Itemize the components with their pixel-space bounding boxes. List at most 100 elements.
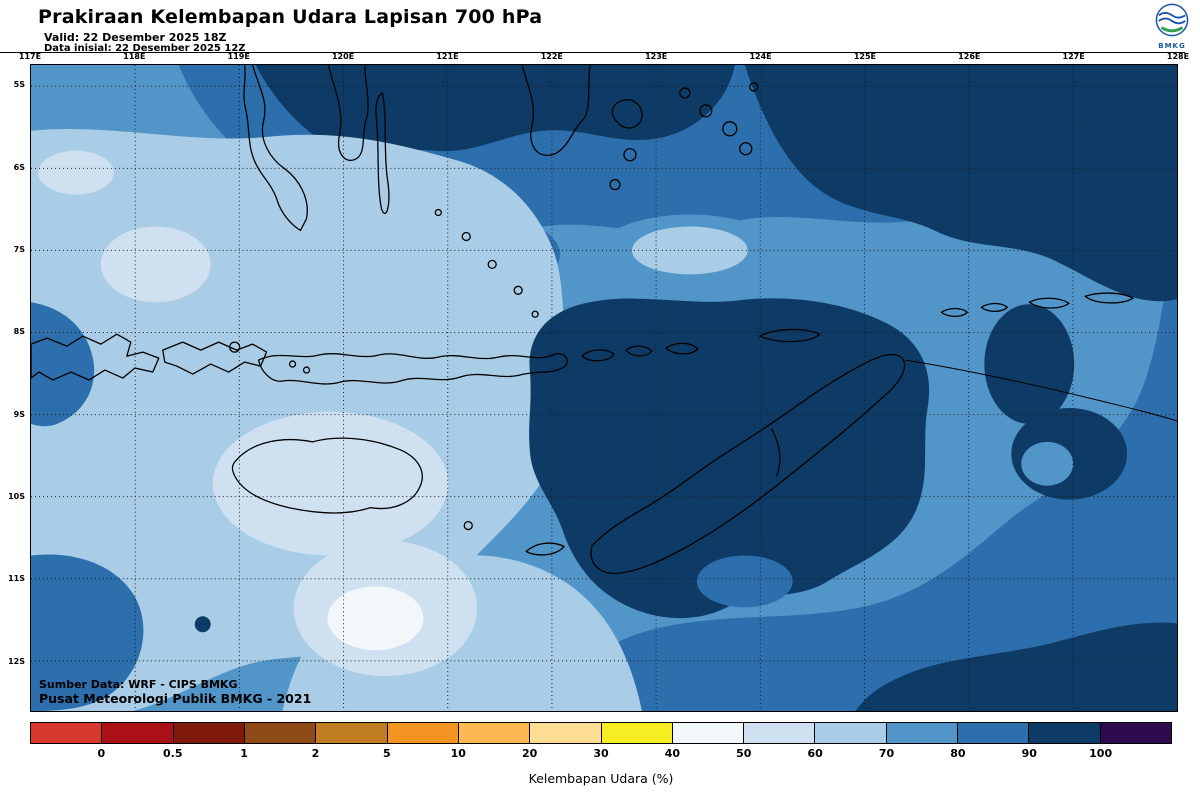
map-panel: Sumber Data: WRF - CIPS BMKG Pusat Meteo…: [30, 64, 1178, 712]
colorbar-tick-label: 90: [1021, 747, 1037, 760]
longitude-label: 128E: [1166, 52, 1190, 61]
colorbar-segment: [173, 723, 245, 743]
latitude-label: 8S: [13, 327, 25, 337]
colorbar-segment: [815, 723, 887, 743]
colorbar-tick-label: 0: [97, 747, 106, 760]
longitude-label: 119E: [227, 52, 250, 61]
longitude-label: 127E: [1062, 52, 1085, 61]
longitude-label: 118E: [123, 52, 146, 61]
colorbar-tick-label: 40: [664, 747, 681, 760]
coast-wetar: [759, 328, 821, 343]
latitude-label: 10S: [8, 492, 25, 501]
humidity-region: [212, 411, 449, 556]
longitude-label: 117E: [18, 52, 42, 61]
longitude-axis: 117E 118E 119E 120E 121E 122E 123E 124E 125E 126E…: [19, 52, 1189, 63]
colorbar-segment: [886, 723, 959, 743]
coast-rote: [525, 542, 565, 556]
coast-buton: [521, 65, 591, 157]
humidity-region: [554, 204, 1177, 711]
coast-island-small: [434, 208, 442, 217]
coast-leti: [940, 307, 969, 317]
colorbar-tick-label: 30: [593, 747, 609, 760]
colorbar-segment: [958, 723, 1030, 743]
colorbar-segment: [601, 723, 673, 743]
longitude-label: 121E: [436, 52, 459, 61]
source-line-2: Pusat Meteorologi Publik BMKG - 2021: [39, 691, 312, 706]
humidity-region: [194, 616, 211, 633]
coast-sumbawa-west: [31, 333, 160, 381]
coast-alor: [665, 342, 699, 355]
colorbar-caption: Kelembapan Udara (%): [528, 771, 674, 786]
coast-boundary-line: [904, 359, 1177, 422]
coast-timor: [590, 353, 906, 575]
colorbar-tick-label: 5: [383, 747, 391, 760]
humidity-region: [529, 298, 930, 619]
colorbar-segment: [31, 723, 103, 743]
coast-sulawesi-tip-2: [327, 65, 369, 161]
coast-island-small: [749, 82, 759, 92]
humidity-contour-map: [31, 65, 1177, 711]
colorbar-tick-label: 0.5: [163, 747, 183, 760]
humidity-region: [100, 226, 211, 303]
colorbar-segment: [1100, 723, 1171, 743]
humidity-region: [37, 150, 114, 195]
longitude-label: 120E: [331, 52, 355, 61]
humidity-region: [1021, 441, 1074, 486]
latitude-label: 6S: [13, 162, 25, 172]
coast-island-small: [461, 231, 471, 242]
humidity-region: [744, 65, 1177, 302]
colorbar-tick-label: 20: [521, 747, 538, 760]
coast-island-small: [623, 148, 637, 162]
humidity-region: [984, 304, 1075, 424]
latitude-label: 11S: [8, 574, 25, 584]
coast-island-small: [487, 259, 497, 270]
latitude-axis: 5S 6S 7S 8S 9S 10S 11S 12S: [0, 64, 28, 712]
header-divider: [0, 52, 1185, 53]
humidity-region: [255, 65, 735, 154]
humidity-region: [855, 622, 1177, 711]
coast-island-small: [531, 310, 539, 318]
humidity-region: [31, 554, 144, 711]
colorbar-segment: [530, 723, 602, 743]
colorbar-segment: [316, 723, 388, 743]
coast-pantar: [625, 345, 653, 357]
coast-island-small: [513, 285, 523, 295]
coast-sulawesi-tip: [243, 65, 308, 232]
init-time-label: Data inisial: 22 Desember 2025 12Z: [44, 43, 246, 54]
coast-moa: [980, 302, 1008, 313]
colorbar-tick-label: 1: [240, 747, 248, 760]
colorbar-tick-label: 60: [807, 747, 823, 760]
valid-time-label: Valid: 22 Desember 2025 18Z: [44, 31, 227, 44]
colorbar-tick-label: 50: [736, 747, 752, 760]
coast-island-small: [302, 366, 311, 374]
latitude-label: 5S: [13, 80, 25, 90]
colorbar-segment: [387, 723, 459, 743]
humidity-region: [696, 555, 793, 608]
colorbar-tick-label: 2: [311, 747, 320, 760]
colorbar-tick-label: 10: [450, 747, 466, 760]
coastlines: [31, 65, 1177, 575]
coast-island-small: [739, 142, 753, 156]
humidity-region: [1087, 298, 1148, 343]
colorbar-segment: [672, 723, 745, 743]
coast-lembata: [581, 349, 615, 362]
coast-island-small: [1084, 292, 1134, 304]
bmkg-logo-label: BMKG: [1158, 42, 1186, 50]
longitude-label: 122E: [540, 52, 563, 61]
latitude-label: 7S: [13, 244, 25, 254]
coast-island-small: [1028, 297, 1070, 309]
latitude-label: 9S: [13, 409, 25, 419]
source-credit: Sumber Data: WRF - CIPS BMKG Pusat Meteo…: [39, 678, 311, 706]
graticule-gridlines: [31, 65, 1177, 711]
bmkg-logo: BMKG: [1150, 3, 1194, 50]
colorbar-tick-label: 100: [1089, 747, 1113, 760]
coast-island-small: [229, 341, 241, 353]
coast-flores: [257, 353, 568, 385]
colorbar-tick-label: 70: [878, 747, 895, 760]
coast-island-small: [699, 104, 713, 118]
latitude-label: 12S: [8, 656, 25, 666]
colorbar-tick-labels: 0 0.5 1 2 5 10 20 30 40 50 60 70 80 90 100: [30, 747, 1172, 761]
colorbar-segment: [458, 723, 531, 743]
humidity-fill-regions: [31, 65, 1177, 711]
